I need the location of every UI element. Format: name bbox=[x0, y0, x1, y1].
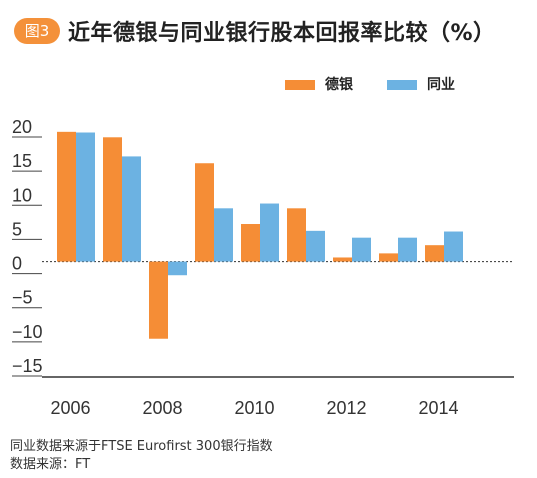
figure-badge: 图3 bbox=[14, 18, 60, 44]
bar-db-2011 bbox=[287, 208, 306, 262]
bar-db-2008 bbox=[149, 261, 168, 339]
y-tick-label: −5 bbox=[12, 288, 33, 308]
y-tick-label: −15 bbox=[12, 356, 43, 376]
legend-label-peers: 同业 bbox=[427, 77, 455, 93]
bar-peers-2012 bbox=[352, 237, 371, 262]
y-tick-label: 5 bbox=[12, 219, 22, 239]
footnotes: 同业数据来源于FTSE Eurofirst 300银行指数 数据来源：FT bbox=[10, 438, 273, 474]
footnote-peer-source: 同业数据来源于FTSE Eurofirst 300银行指数 bbox=[10, 439, 273, 454]
y-tick-label: 20 bbox=[12, 117, 32, 137]
bar-peers-2013 bbox=[398, 237, 417, 262]
legend-label-db: 德银 bbox=[325, 77, 353, 93]
x-tick-label: 2008 bbox=[142, 398, 182, 418]
bar-peers-2010 bbox=[260, 203, 279, 262]
bar-peers-2006 bbox=[76, 132, 95, 262]
bar-peers-2009 bbox=[214, 208, 233, 262]
bar-peers-2008 bbox=[168, 261, 187, 276]
y-tick-label: 10 bbox=[12, 185, 32, 205]
x-tick-label: 2006 bbox=[50, 398, 90, 418]
x-tick-label: 2010 bbox=[234, 398, 274, 418]
legend-swatch-peers bbox=[387, 80, 417, 90]
x-tick-label: 2014 bbox=[418, 398, 458, 418]
y-tick-label: −10 bbox=[12, 322, 43, 342]
chart-title: 近年德银与同业银行股本回报率比较（%） bbox=[68, 21, 496, 46]
legend-item-peers: 同业 bbox=[387, 74, 455, 94]
bar-db-2014 bbox=[425, 245, 444, 262]
y-tick-label: 0 bbox=[12, 254, 22, 274]
footnote-data-source: 数据来源：FT bbox=[10, 457, 91, 472]
bar-db-2013 bbox=[379, 253, 398, 262]
bar-db-2007 bbox=[103, 137, 122, 262]
bar-db-2006 bbox=[57, 131, 76, 262]
legend-item-db: 德银 bbox=[285, 74, 353, 94]
bar-peers-2011 bbox=[306, 230, 325, 262]
bar-peers-2007 bbox=[122, 156, 141, 262]
legend-swatch-db bbox=[285, 80, 315, 90]
x-tick-label: 2012 bbox=[326, 398, 366, 418]
bar-db-2010 bbox=[241, 224, 260, 262]
bar-peers-2014 bbox=[444, 231, 463, 262]
bar-db-2012 bbox=[333, 257, 352, 262]
bar-db-2009 bbox=[195, 163, 214, 262]
y-tick-label: 15 bbox=[12, 151, 32, 171]
